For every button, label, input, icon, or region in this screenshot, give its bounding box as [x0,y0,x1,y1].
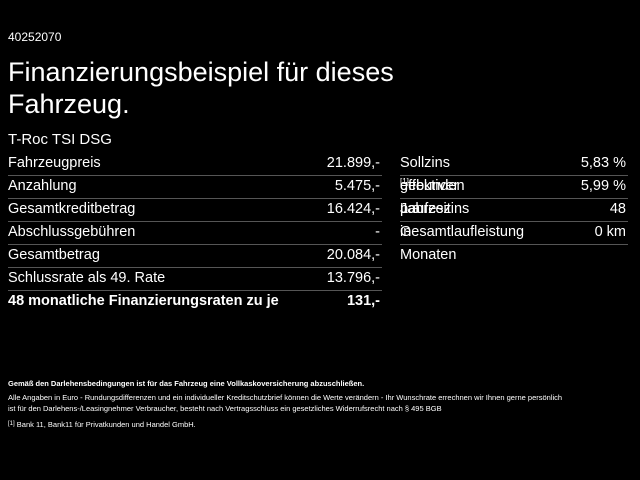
row-value: 5.475,- [334,178,380,194]
table-row: Abschlussgebühren - [8,221,382,245]
label-text: Gesamtlaufleistung [400,224,525,240]
note-marker: [1] [400,177,409,186]
label-text: Sollzins gebunden p.a. [400,155,465,217]
disclaimer: Alle Angaben in Euro - Rundungsdifferenz… [8,393,563,402]
row-value: 16.424,- [326,201,380,217]
table-row: Anzahlung 5.475,- [8,175,382,199]
footnote: [1] Bank 11, Bank11 für Privatkunden und… [8,420,196,429]
insurance-note: Gemäß den Darlehensbedingungen ist für d… [8,379,365,388]
row-value: 5,99 % [580,178,626,194]
row-label: Anzahlung [8,178,77,194]
table-row: Sollzins gebunden p.a. 5,83 % [400,152,628,217]
row-value: 0 km [594,224,626,240]
title: Fahrzeug. [8,89,130,119]
label-text: Laufzeit in Monaten [400,201,457,263]
row-label: Abschlussgebühren [8,224,136,240]
table-row: Fahrzeugpreis 21.899,- [8,152,382,176]
vehicle-id: 40252070 [8,30,62,44]
row-label: Gesamtkreditbetrag [8,201,136,217]
row-label: Gesamtbetrag [8,247,100,263]
row-value: 21.899,- [326,155,380,171]
table-row: Schlussrate als 49. Rate 13.796,- [8,267,382,291]
table-row: Laufzeit in Monaten 48 [400,198,628,263]
row-value: 48 [609,201,626,217]
row-value: 131,- [346,293,380,309]
model: T-Roc TSI DSG [8,131,112,148]
footnote-marker: [1] [8,421,15,427]
label-text: effektiver Jahreszins [400,178,470,217]
table-row: Gesamtkreditbetrag 16.424,- [8,198,382,222]
row-value: 20.084,- [326,247,380,263]
row-value: 5,83 % [580,155,626,171]
table-row: Gesamtlaufleistung 0 km [400,221,628,245]
row-label: Schlussrate als 49. Rate [8,270,166,286]
table-row: 48 monatliche Finanzierungsraten zu je 13… [8,290,382,313]
table-row: effektiver Jahreszins [1] 5,99 % [400,175,628,217]
row-value: 13.796,- [326,270,380,286]
row-label: 48 monatliche Finanzierungsraten zu je [8,293,279,309]
row-label: Fahrzeugpreis [8,155,101,171]
disclaimer: ist für den Darlehens-/Leasingnehmer Ver… [8,404,442,413]
row-label: effektiver Jahreszins [1] [400,175,469,217]
row-value: - [375,224,380,240]
table-row: Gesamtbetrag 20.084,- [8,244,382,268]
title: Finanzierungsbeispiel für dieses [8,57,394,87]
footnote-text: Bank 11, Bank11 für Privatkunden und Han… [16,420,196,429]
